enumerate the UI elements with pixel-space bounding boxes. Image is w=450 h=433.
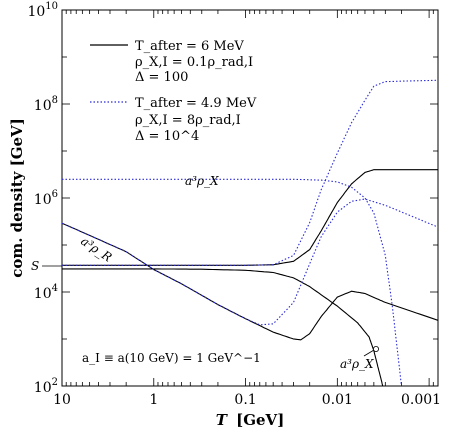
legend-dotted-line1: T_after = 4.9 MeV <box>135 96 257 111</box>
legend-solid-line3: Δ = 100 <box>135 70 188 85</box>
y-tick-label: 104 <box>34 283 58 302</box>
axis-ticks <box>62 9 439 387</box>
y-tick-label: 108 <box>34 95 58 114</box>
y-tick-label: 102 <box>34 377 58 396</box>
y-axis-label: com. density [GeV] <box>8 118 26 278</box>
x-tick-label: 1 <box>149 392 158 408</box>
legend-dotted-line2: ρ_X,I = 8ρ_rad,I <box>135 113 241 128</box>
series-layer <box>62 79 438 386</box>
y-tick-label: 106 <box>34 189 58 208</box>
series-line-dotted-S <box>62 79 438 266</box>
y-tick-label: 1010 <box>27 1 58 20</box>
legend-solid-line1: T_after = 6 MeV <box>135 39 244 54</box>
x-axis-label: T [GeV] <box>216 411 285 429</box>
x-tick-label: 0.001 <box>401 392 441 408</box>
x-tick-label: 0.1 <box>234 392 256 408</box>
x-tick-label: 10 <box>53 392 71 408</box>
annotation-normalization: a_I ≡ a(10 GeV) = 1 GeV^−1 <box>82 351 261 365</box>
series-line-solid-S <box>62 268 384 386</box>
annotation-a3rhox-lower: a³ρ_X <box>340 357 374 371</box>
x-tick-label: 0.01 <box>322 392 353 408</box>
x-axis-unit: [GeV] <box>236 411 284 429</box>
legend: T_after = 6 MeV ρ_X,I = 0.1ρ_rad,I Δ = 1… <box>90 39 257 144</box>
series-line-solid-aX <box>62 169 438 266</box>
tick-labels: 10 1 0.1 0.01 0.001 102 104 106 108 1010 <box>27 1 441 408</box>
series-line-dotted-aX <box>62 178 403 386</box>
legend-solid-line2: ρ_X,I = 0.1ρ_rad,I <box>135 55 253 70</box>
x-axis-variable: T <box>216 411 229 429</box>
leader-a3rhox-lower <box>363 349 375 357</box>
marker-a3rhox-lower <box>372 345 379 352</box>
annotation-a3rhox-upper: a³ρ_X <box>185 174 219 188</box>
annotation-s: S <box>31 259 39 273</box>
legend-dotted-line3: Δ = 10^4 <box>135 129 199 144</box>
series-line-dotted-aR <box>62 198 438 326</box>
